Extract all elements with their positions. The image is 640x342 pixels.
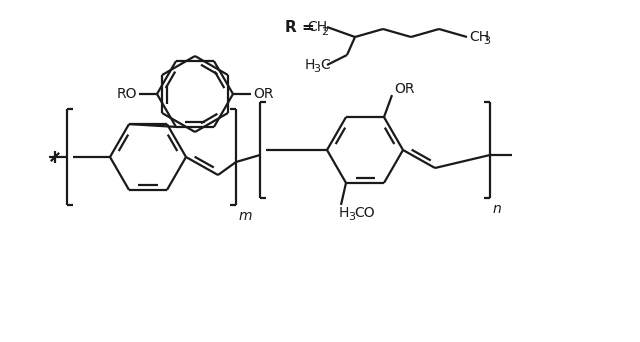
Text: 2: 2 xyxy=(321,27,328,37)
Text: R =: R = xyxy=(285,19,320,35)
Text: n: n xyxy=(493,202,502,216)
Text: CH: CH xyxy=(469,30,489,44)
Text: CH: CH xyxy=(307,20,327,34)
Text: 3: 3 xyxy=(348,212,355,222)
Text: RO: RO xyxy=(116,87,137,101)
Text: OR: OR xyxy=(394,82,415,96)
Text: 3: 3 xyxy=(313,64,320,74)
Text: C: C xyxy=(320,58,330,72)
Text: OR: OR xyxy=(253,87,273,101)
Text: H: H xyxy=(339,206,349,220)
Text: m: m xyxy=(239,209,253,223)
Text: CO: CO xyxy=(354,206,374,220)
Text: 3: 3 xyxy=(483,36,490,46)
Text: H: H xyxy=(305,58,316,72)
